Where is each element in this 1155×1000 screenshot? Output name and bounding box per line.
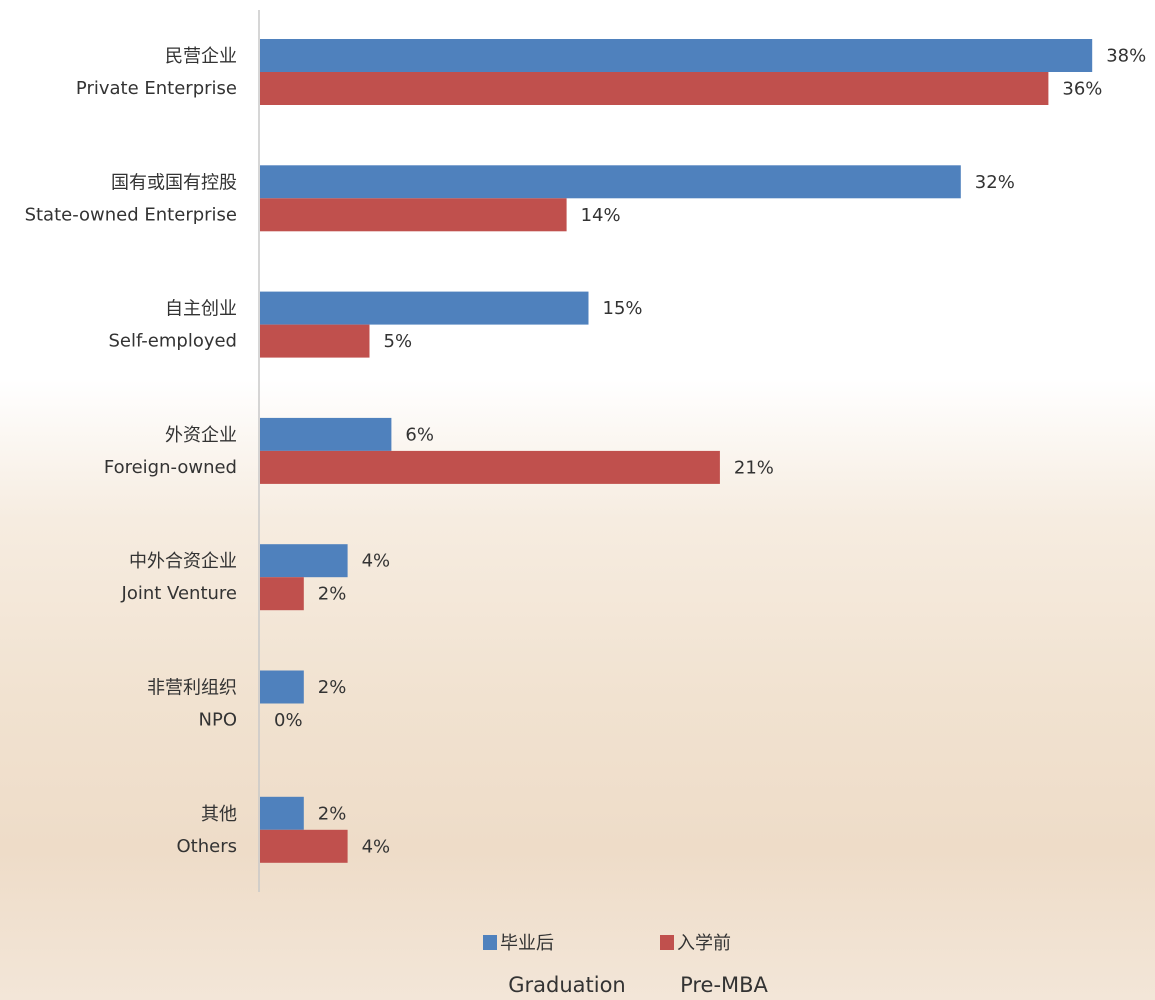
value-label: 15%: [603, 298, 643, 319]
bar: [260, 72, 1048, 105]
category-label-en: Self-employed: [108, 331, 237, 352]
bar: [260, 544, 348, 577]
category-label: 民营企业: [165, 46, 237, 67]
bar: [260, 292, 589, 325]
legend-swatch: [483, 935, 497, 950]
bar: [260, 418, 391, 451]
value-label: 38%: [1106, 46, 1146, 67]
bar: [260, 451, 720, 484]
value-label: 0%: [274, 710, 303, 731]
bar: [260, 577, 304, 610]
legend-label: 入学前: [677, 933, 731, 954]
value-label: 2%: [318, 584, 347, 605]
category-label-en: NPO: [199, 710, 238, 731]
legend-label-en: Graduation: [508, 973, 626, 997]
bar: [260, 39, 1092, 72]
legend-label-en: Pre-MBA: [680, 973, 768, 997]
value-label: 4%: [362, 551, 391, 572]
value-label: 32%: [975, 172, 1015, 193]
value-label: 5%: [384, 331, 413, 352]
chart: 民营企业 Private Enterprise 38%36% 国有或国有控股 State…: [0, 0, 1155, 1000]
category-label-en: Private Enterprise: [76, 78, 237, 99]
bar: [260, 165, 961, 198]
bar: [260, 198, 567, 231]
category-label-en: Joint Venture: [121, 583, 237, 604]
bar: [260, 830, 348, 863]
category-label-en: Foreign-owned: [104, 457, 237, 478]
category-label: 非营利组织: [147, 678, 237, 699]
bar: [260, 325, 370, 358]
category-label-en: Others: [177, 836, 238, 857]
value-label: 14%: [581, 205, 621, 226]
legend-swatch: [660, 935, 674, 950]
value-label: 2%: [318, 803, 347, 824]
category-label: 国有或国有控股: [111, 172, 237, 193]
value-label: 6%: [405, 424, 434, 445]
category-label: 自主创业: [165, 299, 237, 320]
value-label: 4%: [362, 836, 391, 857]
page: 民营企业 Private Enterprise 38%36% 国有或国有控股 State…: [0, 0, 1155, 1000]
bar: [260, 671, 304, 704]
value-label: 36%: [1062, 79, 1102, 100]
category-label: 其他: [201, 804, 237, 825]
value-label: 21%: [734, 457, 774, 478]
category-label-en: State-owned Enterprise: [25, 204, 237, 225]
bar: [260, 797, 304, 830]
category-label: 外资企业: [165, 425, 237, 446]
legend-label: 毕业后: [500, 933, 554, 954]
category-label: 中外合资企业: [129, 551, 237, 572]
value-label: 2%: [318, 677, 347, 698]
